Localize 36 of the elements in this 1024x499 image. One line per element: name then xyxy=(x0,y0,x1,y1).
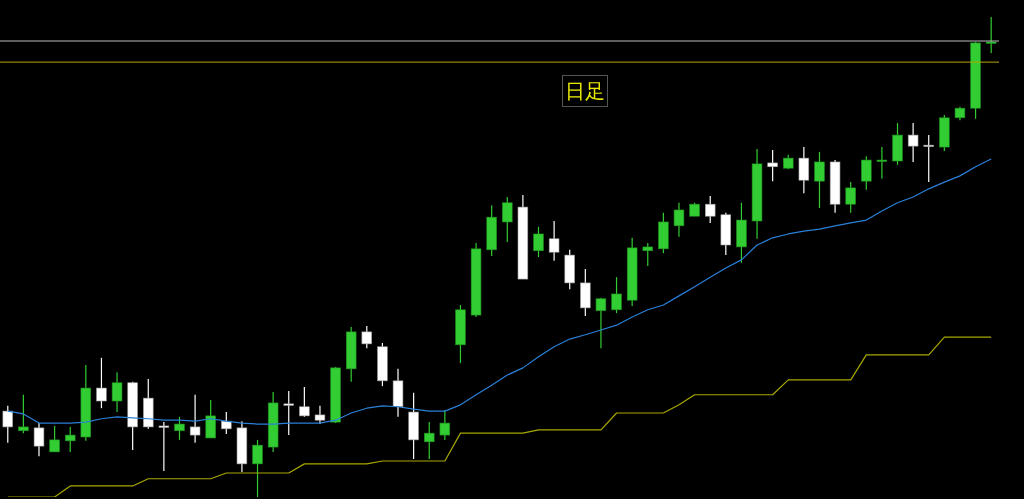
candlestick xyxy=(861,155,872,191)
candlestick xyxy=(424,421,435,460)
candlestick xyxy=(18,394,29,434)
candlestick xyxy=(548,220,560,262)
candlestick xyxy=(221,411,232,435)
candlestick xyxy=(33,422,45,457)
candlestick xyxy=(673,202,685,238)
candlestick xyxy=(611,276,622,314)
candlestick xyxy=(439,409,451,441)
candlestick xyxy=(189,394,201,444)
candlestick xyxy=(923,134,934,183)
candlestick xyxy=(299,386,310,418)
candlestick xyxy=(2,405,13,444)
candlestick xyxy=(283,390,294,436)
candlestick xyxy=(533,226,544,258)
candlestick xyxy=(798,146,810,194)
candlestick xyxy=(595,297,607,349)
candlestick xyxy=(502,196,513,243)
candlestick xyxy=(174,416,185,441)
candlestick xyxy=(907,122,919,163)
candlestick xyxy=(705,195,716,224)
candlestick xyxy=(814,151,825,209)
candlestick xyxy=(845,181,856,214)
candlestick xyxy=(876,146,888,180)
candlestick xyxy=(49,425,60,453)
candlestick xyxy=(642,242,653,267)
candlestick xyxy=(767,149,778,182)
candlestick xyxy=(361,325,372,349)
candlestick xyxy=(96,357,107,409)
candlestick xyxy=(205,399,216,439)
candlestick xyxy=(252,439,263,497)
annotation: 日足 xyxy=(562,75,608,107)
candlestick xyxy=(985,17,997,54)
candlestick xyxy=(65,426,76,453)
candlestick xyxy=(158,421,170,472)
candlestick xyxy=(111,371,123,413)
